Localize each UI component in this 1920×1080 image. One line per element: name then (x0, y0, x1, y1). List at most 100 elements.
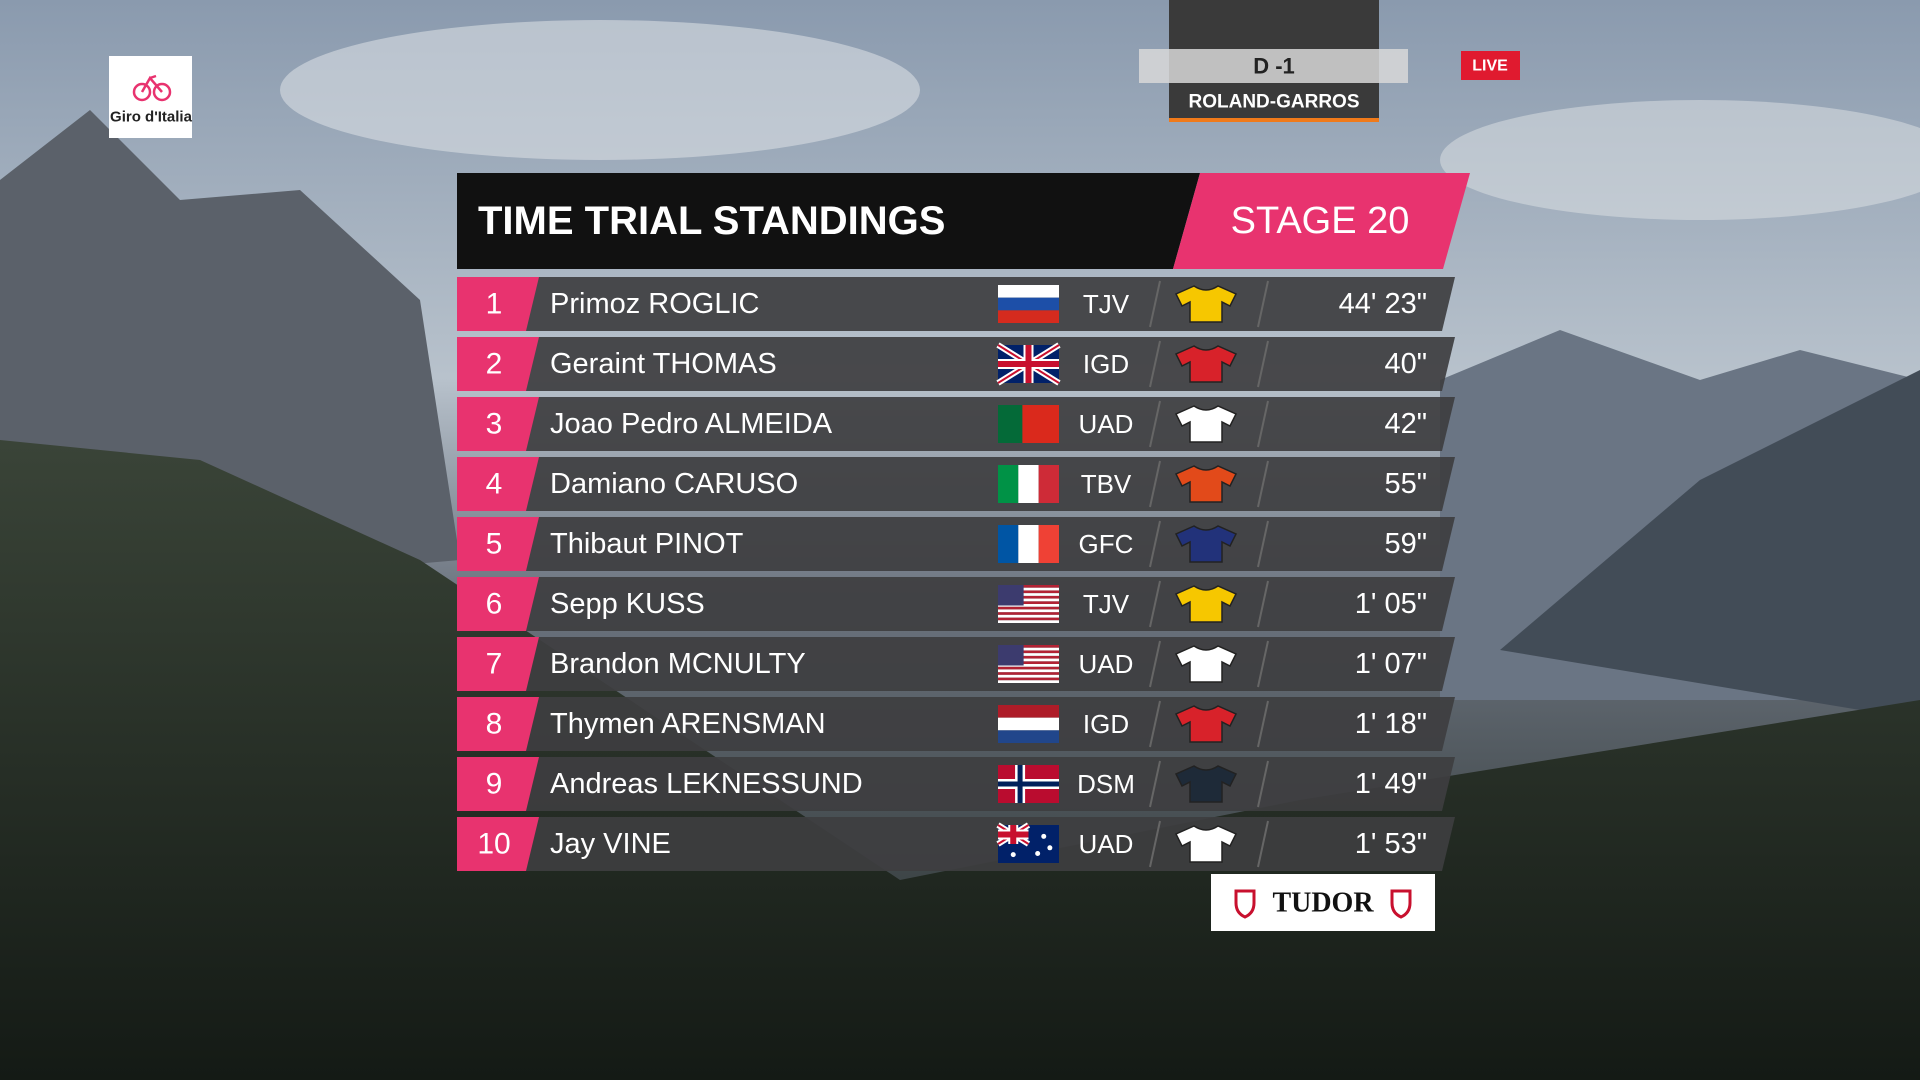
flag-part (998, 645, 1024, 666)
flag-part (998, 525, 1019, 563)
rider-name: Sepp KUSS (550, 588, 705, 620)
rider-name: Thibaut PINOT (550, 528, 744, 560)
flag-part (998, 285, 1059, 298)
flag-part (998, 717, 1059, 731)
flag-part (998, 655, 1059, 659)
rank-bg (457, 517, 539, 571)
flag-part (1038, 465, 1059, 503)
flag-part (998, 598, 1059, 602)
rider-name: Thymen ARENSMAN (550, 708, 826, 740)
flag (998, 405, 1059, 443)
time: 55" (1384, 468, 1427, 500)
flag-part (1010, 852, 1016, 858)
team: UAD (1079, 409, 1134, 439)
flag-part (1047, 845, 1053, 851)
standing-row: 5 Thibaut PINOT GFC 59" (457, 517, 1455, 571)
rank-bg (457, 757, 539, 811)
flag-part (998, 614, 1059, 618)
logo-text: Giro d'Italia (110, 109, 193, 126)
jersey (1174, 525, 1238, 563)
stage: STAGE 20 (1231, 200, 1410, 242)
time: 42" (1384, 408, 1427, 440)
flag-part (998, 405, 1023, 443)
rank: 2 (486, 348, 503, 381)
divider (1149, 280, 1161, 328)
flag (998, 645, 1059, 683)
sponsor: TUDOR (1211, 874, 1435, 931)
flag-part (998, 645, 1059, 648)
flag-part (1035, 851, 1041, 856)
standing-row: 6 Sepp KUSS TJV 1' 05" (457, 577, 1455, 631)
flag (996, 342, 1061, 386)
live-badge: LIVE (1472, 58, 1508, 75)
flag-part (998, 604, 1059, 607)
flag (998, 525, 1059, 563)
team: TJV (1083, 289, 1130, 319)
flag-part (998, 609, 1059, 613)
flag-part (998, 595, 1059, 599)
team: IGD (1083, 349, 1129, 379)
time: 1' 53" (1355, 828, 1427, 860)
divider (1257, 820, 1269, 868)
flag-part (1022, 405, 1059, 443)
standing-row: 3 Joao Pedro ALMEIDA UAD 42" (457, 397, 1455, 451)
standings-rows: 1 Primoz ROGLIC TJV 44' 23" 2 Geraint THOMAS I… (457, 277, 1455, 871)
flag-part (998, 617, 1059, 621)
team: TJV (1083, 589, 1130, 619)
rider-name: Joao Pedro ALMEIDA (550, 408, 833, 440)
jersey (1174, 645, 1238, 683)
flag-part (998, 612, 1059, 615)
team: IGD (1083, 709, 1129, 739)
divider (1257, 280, 1269, 328)
standing-row: 4 Damiano CARUSO TBV 55" (457, 457, 1455, 511)
flag-part (1018, 525, 1039, 563)
divider (1149, 520, 1161, 568)
time: 1' 07" (1355, 648, 1427, 680)
flag-part (998, 650, 1059, 654)
divider (1257, 640, 1269, 688)
standing-row: 1 Primoz ROGLIC TJV 44' 23" (457, 277, 1455, 331)
flag (998, 285, 1059, 323)
flag-part (998, 310, 1059, 323)
time: 40" (1384, 348, 1427, 380)
countdown-box: D -1 ROLAND-GARROS LIVE (1139, 0, 1520, 122)
flag (998, 465, 1059, 503)
rider-name: Primoz ROGLIC (550, 288, 759, 320)
standing-row: 10 Jay VINE UAD 1' 53" (457, 817, 1455, 871)
divider (1149, 340, 1161, 388)
divider (1149, 700, 1161, 748)
flag-part (998, 593, 1059, 596)
time: 1' 18" (1355, 708, 1427, 740)
event-name: ROLAND-GARROS (1189, 92, 1360, 113)
jersey (1174, 345, 1238, 383)
time: 1' 05" (1355, 588, 1427, 620)
divider (1149, 460, 1161, 508)
team: GFC (1079, 529, 1134, 559)
time: 44' 23" (1339, 288, 1427, 320)
flag-part (998, 653, 1059, 656)
flag-part (998, 585, 1059, 588)
standing-row: 8 Thymen ARENSMAN IGD 1' 18" (457, 697, 1455, 751)
divider (1257, 760, 1269, 808)
team: UAD (1079, 829, 1134, 859)
standing-row: 7 Brandon MCNULTY UAD 1' 07" (457, 637, 1455, 691)
rank: 9 (486, 768, 503, 801)
divider (1149, 400, 1161, 448)
jersey (1174, 465, 1238, 503)
rank-bg (457, 577, 539, 631)
flag-part (998, 730, 1059, 743)
flag-part (998, 606, 1059, 610)
flag-part (1041, 833, 1047, 839)
time: 1' 49" (1355, 768, 1427, 800)
rider-name: Jay VINE (550, 828, 671, 860)
standing-row: 9 Andreas LEKNESSUND DSM 1' 49" (457, 757, 1455, 811)
divider (1257, 700, 1269, 748)
rank: 3 (486, 408, 503, 441)
rank-bg (457, 817, 539, 871)
flag (998, 705, 1059, 743)
flag-part (998, 590, 1059, 594)
title: TIME TRIAL STANDINGS (478, 199, 945, 243)
rank-bg (457, 457, 539, 511)
